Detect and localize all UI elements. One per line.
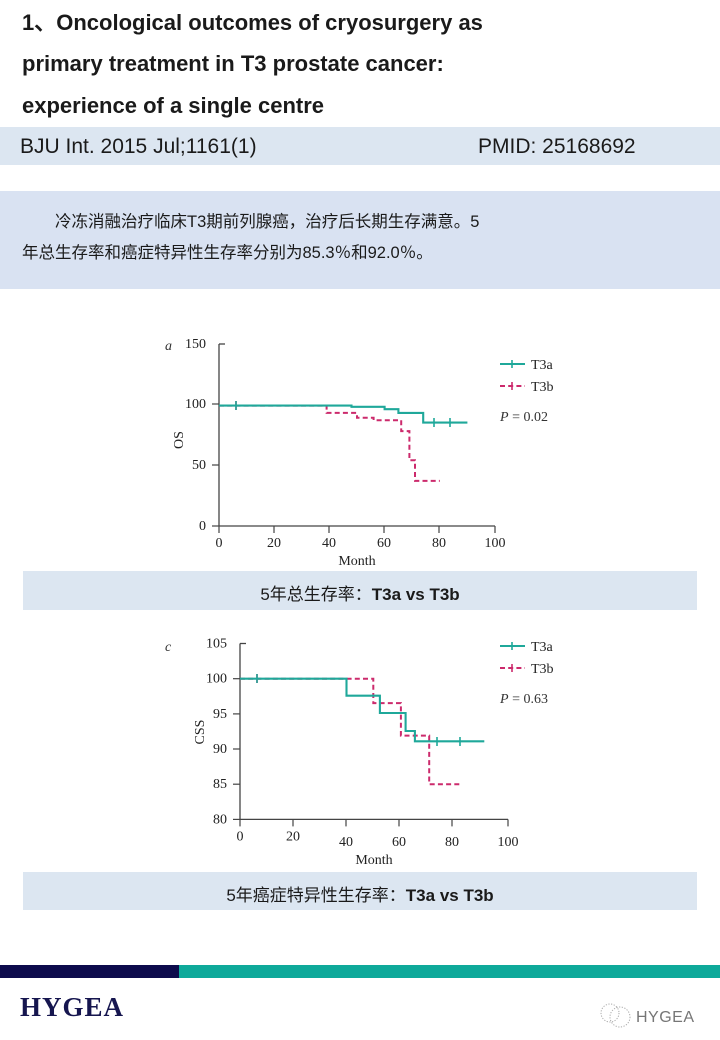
svg-text:0: 0	[216, 536, 223, 551]
svg-text:100: 100	[185, 397, 206, 412]
svg-text:c: c	[165, 640, 172, 655]
svg-text:P = 0.63: P = 0.63	[499, 692, 548, 707]
svg-text:80: 80	[213, 812, 227, 827]
svg-text:80: 80	[432, 536, 446, 551]
svg-text:T3b: T3b	[531, 380, 554, 395]
svg-text:85: 85	[213, 777, 227, 792]
svg-text:80: 80	[445, 835, 459, 850]
svg-text:P = 0.02: P = 0.02	[499, 410, 548, 425]
svg-text:0: 0	[199, 519, 206, 534]
svg-text:20: 20	[286, 829, 300, 844]
svg-text:0: 0	[237, 829, 244, 844]
svg-text:T3a: T3a	[531, 358, 554, 373]
svg-text:40: 40	[322, 536, 336, 551]
svg-text:HYGEA: HYGEA	[636, 1009, 695, 1026]
svg-text:100: 100	[206, 672, 227, 687]
svg-text:Month: Month	[355, 853, 392, 868]
svg-text:100: 100	[485, 536, 506, 551]
svg-text:60: 60	[377, 536, 391, 551]
svg-text:Month: Month	[338, 554, 375, 569]
svg-text:50: 50	[192, 458, 206, 473]
svg-text:T3a: T3a	[531, 640, 554, 655]
svg-text:40: 40	[339, 835, 353, 850]
svg-text:20: 20	[267, 536, 281, 551]
svg-text:100: 100	[498, 835, 519, 850]
svg-text:a: a	[165, 339, 172, 354]
svg-text:150: 150	[185, 337, 206, 352]
svg-text:OS: OS	[172, 431, 187, 449]
svg-text:90: 90	[213, 742, 227, 757]
svg-text:105: 105	[206, 637, 227, 652]
svg-text:95: 95	[213, 707, 227, 722]
svg-text:CSS: CSS	[193, 720, 208, 745]
svg-text:T3b: T3b	[531, 662, 554, 677]
svg-text:60: 60	[392, 835, 406, 850]
